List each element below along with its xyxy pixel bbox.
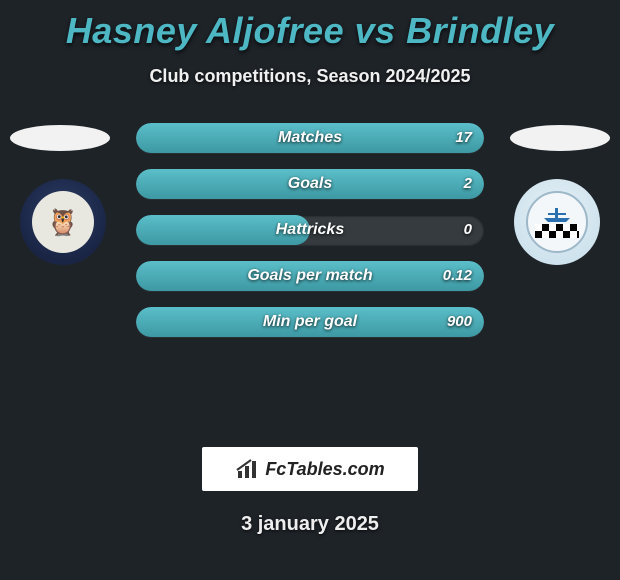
stat-row: Goals per match0.12 [136, 261, 484, 291]
stat-label: Goals [136, 169, 484, 199]
stat-row: Matches17 [136, 123, 484, 153]
brand-badge: FcTables.com [202, 447, 418, 491]
owl-icon: 🦉 [32, 191, 94, 253]
player-right-crest [514, 179, 600, 265]
stat-row: Min per goal900 [136, 307, 484, 337]
comparison-stage: 🦉 Matches17 Goals2 Hattricks0 Goals per mat… [0, 107, 620, 447]
footer-date: 3 january 2025 [0, 513, 620, 536]
page-subtitle: Club competitions, Season 2024/2025 [0, 66, 620, 87]
page-title: Hasney Aljofree vs Brindley [0, 0, 620, 52]
stat-value-right: 0.12 [443, 261, 472, 291]
stat-label: Min per goal [136, 307, 484, 337]
stat-value-right: 0 [464, 215, 472, 245]
crest-right-inner [526, 191, 588, 253]
checker-pattern [535, 224, 579, 238]
stat-value-right: 2 [464, 169, 472, 199]
stat-row: Hattricks0 [136, 215, 484, 245]
player-left-crest: 🦉 [20, 179, 106, 265]
player-left-oval [10, 125, 110, 151]
bar-chart-icon [235, 457, 259, 481]
stat-label: Matches [136, 123, 484, 153]
stat-value-right: 17 [455, 123, 472, 153]
player-right-oval [510, 125, 610, 151]
stat-value-right: 900 [447, 307, 472, 337]
ship-icon [542, 206, 572, 222]
stat-rows: Matches17 Goals2 Hattricks0 Goals per match… [136, 123, 484, 353]
brand-text: FcTables.com [265, 459, 384, 480]
stat-label: Hattricks [136, 215, 484, 245]
stat-row: Goals2 [136, 169, 484, 199]
stat-label: Goals per match [136, 261, 484, 291]
